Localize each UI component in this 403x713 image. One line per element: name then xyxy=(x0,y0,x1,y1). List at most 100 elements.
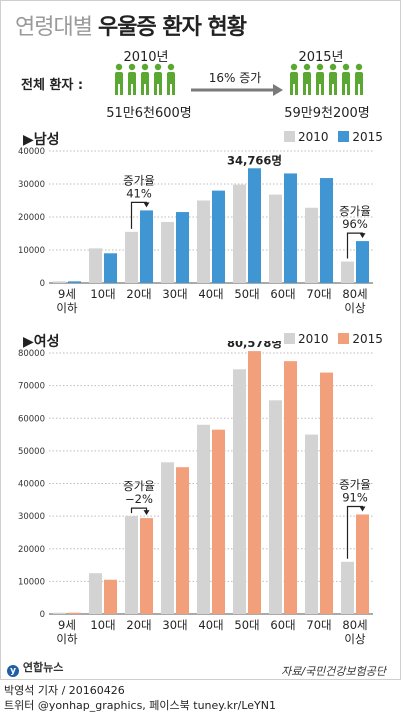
female-section-label: ▶여성 xyxy=(23,334,60,350)
bar-2015 xyxy=(176,212,189,283)
x-tick-label: 50대 xyxy=(234,287,259,301)
legend-swatch-2015 xyxy=(338,333,350,344)
infographic-card: 연령대별 우울증 환자 현황 전체 환자 : 2010년 51만6천600명 1… xyxy=(0,0,401,680)
bar-2015 xyxy=(284,173,297,283)
bar-2010 xyxy=(161,462,174,614)
bar-2015 xyxy=(68,281,81,283)
logo-text: 연합뉴스 xyxy=(22,661,64,674)
legend-swatch-2010 xyxy=(284,333,295,344)
x-tick-label: 70대 xyxy=(306,618,331,632)
y-tick-label: 60000 xyxy=(18,414,45,424)
x-tick-label: 30대 xyxy=(162,287,187,301)
peak-value-label: 80,578명 xyxy=(227,341,282,350)
male-legend: 2010 2015 xyxy=(284,130,383,144)
x-tick-label: 이상 xyxy=(344,301,366,315)
bar-2010 xyxy=(89,248,102,283)
y-tick-label: 0 xyxy=(40,279,45,289)
x-tick-label: 이하 xyxy=(56,301,78,315)
y-tick-label: 30000 xyxy=(18,180,45,190)
legend-swatch-2010 xyxy=(284,131,295,142)
bar-2010 xyxy=(53,612,66,614)
male-section-label: ▶남성 xyxy=(23,132,60,148)
bar-2010 xyxy=(233,184,246,283)
y-tick-label: 30000 xyxy=(18,512,45,522)
bar-2015 xyxy=(212,190,225,283)
person-icons xyxy=(290,63,363,95)
y-tick-label: 10000 xyxy=(18,246,45,256)
legend-swatch-2015 xyxy=(338,131,350,142)
total-end: 59만9천200명 xyxy=(284,106,370,121)
bar-2015 xyxy=(248,168,261,283)
growth-label-title: 증가율 xyxy=(123,479,155,493)
bar-2015 xyxy=(68,612,81,614)
x-tick-label: 80세 xyxy=(342,287,367,301)
person-icon xyxy=(342,63,350,95)
bar-2015 xyxy=(140,518,153,614)
growth-label-value: 91% xyxy=(342,490,368,504)
growth-label-value: 96% xyxy=(342,217,368,231)
bar-2015 xyxy=(176,467,189,614)
bar-2010 xyxy=(341,261,354,283)
growth-label-title: 증가율 xyxy=(123,173,155,187)
title-light: 연령대별 xyxy=(15,15,93,40)
x-tick-label: 20대 xyxy=(126,287,151,301)
bar-2015 xyxy=(320,178,333,283)
byline-reporter: 박영석 기자 / 20160426 xyxy=(4,684,125,697)
y-tick-label: 20000 xyxy=(18,545,45,555)
bar-2010 xyxy=(269,194,282,283)
person-icon xyxy=(303,63,311,95)
x-tick-label: 9세 xyxy=(58,618,76,632)
x-tick-label: 50대 xyxy=(234,618,259,632)
y-tick-label: 80000 xyxy=(18,349,45,359)
growth-annotation: 증가율−2% xyxy=(123,479,155,516)
total-start: 51만6천600명 xyxy=(106,106,192,121)
bar-2015 xyxy=(212,429,225,614)
bar-2015 xyxy=(320,372,333,614)
person-icon xyxy=(128,63,136,95)
increase-label: 16% 증가 xyxy=(208,71,262,85)
legend-2010-label: 2010 xyxy=(298,130,329,144)
year-end: 2015년 xyxy=(298,50,344,65)
bar-2015 xyxy=(248,351,261,614)
x-tick-label: 40대 xyxy=(198,618,223,632)
x-tick-label: 이하 xyxy=(56,632,78,646)
person-icon xyxy=(167,63,175,95)
x-tick-label: 10대 xyxy=(90,287,115,301)
bar-2015 xyxy=(356,241,369,283)
source-note: 자료/국민건강보험공단 xyxy=(281,665,386,678)
person-icon xyxy=(316,63,324,95)
x-tick-label: 9세 xyxy=(58,287,76,301)
bar-2010 xyxy=(305,207,318,283)
bar-2015 xyxy=(356,514,369,614)
page-title: 연령대별 우울증 환자 현황 xyxy=(15,9,247,41)
title-bold: 우울증 환자 현황 xyxy=(97,15,247,40)
x-tick-label: 70대 xyxy=(306,287,331,301)
x-tick-label: 10대 xyxy=(90,618,115,632)
person-icon xyxy=(355,63,363,95)
bar-2010 xyxy=(197,424,210,614)
bar-2010 xyxy=(125,231,138,283)
y-tick-label: 10000 xyxy=(18,577,45,587)
peak-value-label: 34,766명 xyxy=(227,153,282,167)
x-tick-label: 60대 xyxy=(270,287,295,301)
x-tick-label: 20대 xyxy=(126,618,151,632)
y-tick-label: 50000 xyxy=(18,447,45,457)
news-logo: y 연합뉴스 xyxy=(7,659,63,677)
y-tick-label: 40000 xyxy=(18,147,45,157)
legend-2015-label: 2015 xyxy=(352,332,383,346)
person-icon xyxy=(115,63,123,95)
person-icon xyxy=(290,63,298,95)
bar-2010 xyxy=(53,281,66,283)
legend-2010-label: 2010 xyxy=(298,332,329,346)
byline-social: 트위터 @yonhap_graphics, 페이스북 tuney.kr/LeYN… xyxy=(4,699,276,712)
person-icons xyxy=(115,63,175,95)
people-icons-2010 xyxy=(113,63,183,97)
growth-label-title: 증가율 xyxy=(339,204,371,218)
person-icon xyxy=(154,63,162,95)
growth-label-title: 증가율 xyxy=(339,477,371,491)
y-tick-label: 20000 xyxy=(18,213,45,223)
bar-2010 xyxy=(305,434,318,614)
summary-label: 전체 환자 : xyxy=(21,78,84,93)
